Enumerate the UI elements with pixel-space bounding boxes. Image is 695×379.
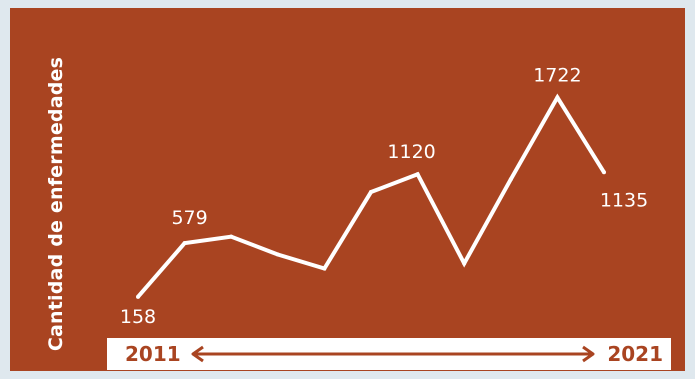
data-point-2015: [322, 266, 327, 271]
data-label-2020: 1722: [533, 64, 581, 86]
data-label-2017: 1120: [387, 141, 435, 163]
data-point-2020: [555, 95, 560, 100]
data-label-2012: 579: [171, 207, 207, 229]
x-start-year: 2011: [125, 342, 181, 366]
x-end-year: 2021: [607, 342, 663, 366]
double-arrow-icon: [191, 345, 595, 363]
data-point-2021: [602, 170, 606, 175]
data-label-2011: 158: [120, 306, 156, 328]
series-line: [136, 93, 606, 299]
data-point-2016: [369, 190, 373, 195]
timeline-bar: 2011 2021: [107, 338, 671, 370]
line-chart: 158 579 1120 1722 1135: [120, 64, 648, 328]
data-point-2014: [275, 252, 280, 257]
data-point-2011: [136, 294, 140, 299]
data-point-2012: [182, 241, 187, 246]
data-label-2021: 1135: [600, 189, 648, 211]
chart-panel: Cantidad de enfermedades 158 579 1120 1722 1…: [10, 8, 685, 371]
data-point-2018: [462, 261, 467, 266]
data-point-2013: [229, 234, 234, 239]
data-point-2017: [415, 172, 420, 177]
data-point-2019: [508, 177, 513, 182]
